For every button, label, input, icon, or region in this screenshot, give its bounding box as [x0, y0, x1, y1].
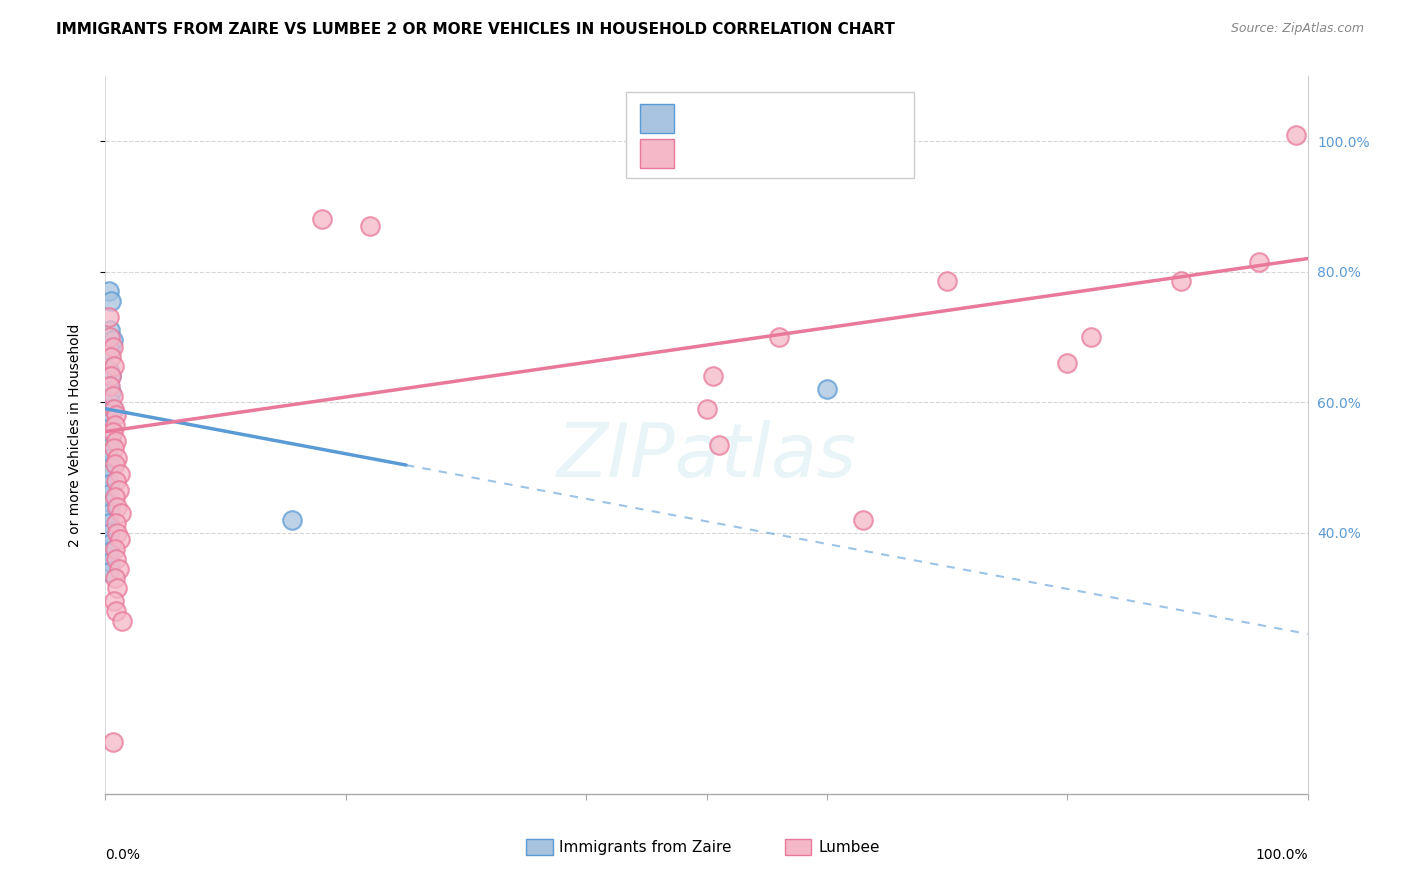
Text: -0.208: -0.208	[717, 110, 782, 128]
Point	[98, 421, 121, 435]
Point	[98, 441, 121, 455]
Point	[359, 219, 381, 233]
Point	[104, 571, 127, 585]
Point	[101, 340, 124, 354]
Point	[1249, 255, 1271, 269]
Point	[104, 418, 127, 433]
Point	[100, 535, 122, 549]
Text: Immigrants from Zaire: Immigrants from Zaire	[558, 840, 731, 855]
Point	[1080, 330, 1102, 344]
Point	[101, 333, 124, 347]
Text: Lumbee: Lumbee	[818, 840, 880, 855]
Point	[98, 450, 121, 465]
Point	[1170, 275, 1192, 289]
Point	[98, 516, 121, 530]
Point	[101, 734, 124, 748]
Point	[100, 431, 122, 445]
Point	[107, 483, 129, 498]
Point	[107, 450, 129, 465]
Point	[105, 516, 128, 530]
Point	[105, 434, 128, 449]
Point	[98, 330, 121, 344]
Point	[702, 369, 724, 384]
Bar	[785, 839, 811, 855]
Point	[281, 513, 304, 527]
Point	[98, 310, 121, 325]
Text: N =: N =	[789, 145, 830, 162]
Point	[98, 379, 121, 393]
Point	[98, 555, 121, 569]
Point	[98, 284, 121, 298]
Y-axis label: 2 or more Vehicles in Household: 2 or more Vehicles in Household	[67, 323, 82, 547]
Point	[1056, 356, 1078, 370]
Point	[101, 425, 124, 439]
Point	[101, 389, 124, 403]
Point	[98, 565, 121, 579]
Point	[100, 460, 122, 475]
Point	[98, 343, 121, 357]
Point	[936, 275, 959, 289]
Point	[100, 293, 122, 308]
Point	[103, 594, 125, 608]
Point	[98, 545, 121, 559]
Point	[852, 513, 875, 527]
Point	[105, 474, 128, 488]
Point	[98, 323, 121, 337]
Text: N =: N =	[789, 110, 830, 128]
Bar	[526, 839, 553, 855]
Point	[104, 542, 127, 557]
Point	[100, 385, 122, 400]
Point	[98, 467, 121, 481]
Text: 47: 47	[827, 145, 851, 162]
Text: Source: ZipAtlas.com: Source: ZipAtlas.com	[1230, 22, 1364, 36]
Text: R =: R =	[685, 110, 724, 128]
Point	[107, 500, 129, 514]
Point	[696, 401, 718, 416]
Point	[98, 476, 121, 491]
Point	[107, 562, 129, 576]
Point	[98, 525, 121, 540]
Point	[103, 441, 125, 455]
Text: 100.0%: 100.0%	[1256, 847, 1308, 862]
Point	[101, 401, 124, 416]
Point	[103, 401, 125, 416]
Point	[311, 212, 333, 227]
Point	[105, 604, 128, 618]
Point	[107, 525, 129, 540]
Point	[103, 359, 125, 374]
Text: 0.0%: 0.0%	[105, 847, 141, 862]
Text: ZIPatlas: ZIPatlas	[557, 420, 856, 492]
Point	[105, 409, 128, 423]
Point	[98, 395, 121, 409]
Point	[707, 437, 730, 451]
Point	[111, 614, 134, 628]
Text: IMMIGRANTS FROM ZAIRE VS LUMBEE 2 OR MORE VEHICLES IN HOUSEHOLD CORRELATION CHAR: IMMIGRANTS FROM ZAIRE VS LUMBEE 2 OR MOR…	[56, 22, 896, 37]
Point	[104, 490, 127, 504]
Text: 0.430: 0.430	[717, 145, 780, 162]
Point	[104, 457, 127, 471]
Point	[768, 330, 790, 344]
Text: 30: 30	[827, 110, 851, 128]
Point	[100, 496, 122, 510]
Point	[98, 379, 121, 393]
Point	[98, 506, 121, 520]
Point	[108, 533, 131, 547]
Point	[100, 369, 122, 384]
Point	[107, 581, 129, 595]
Point	[110, 506, 132, 520]
Point	[108, 467, 131, 481]
Point	[98, 486, 121, 500]
Point	[100, 369, 122, 384]
Point	[98, 411, 121, 425]
Text: R =: R =	[685, 145, 724, 162]
Point	[98, 362, 121, 376]
Point	[105, 552, 128, 566]
Point	[100, 350, 122, 364]
Point	[1284, 128, 1306, 142]
Point	[815, 382, 838, 396]
